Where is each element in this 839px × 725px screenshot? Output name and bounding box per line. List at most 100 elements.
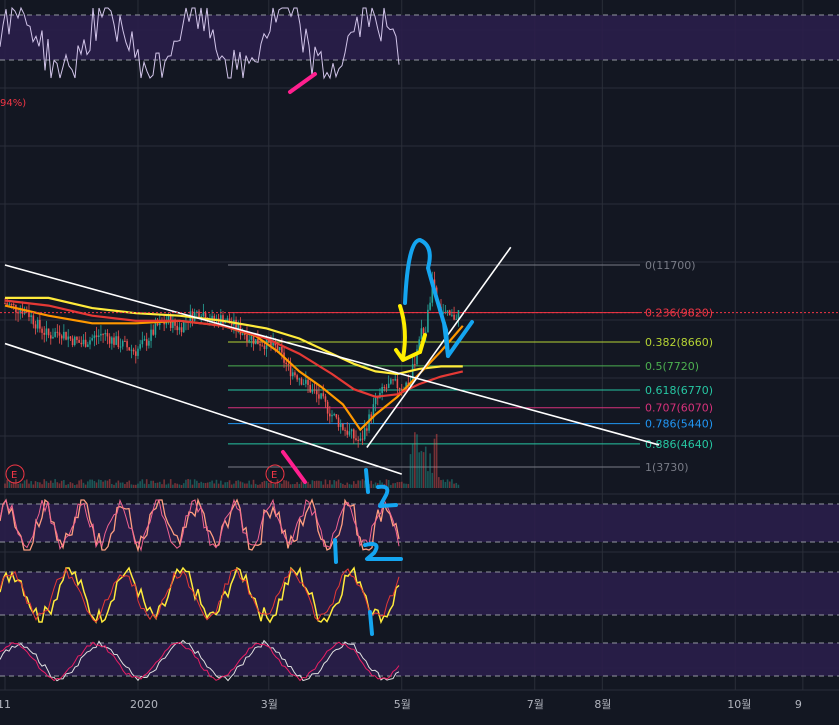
candle-body bbox=[113, 337, 115, 345]
volume-bar bbox=[353, 481, 355, 488]
candle-body bbox=[49, 335, 52, 339]
volume-bar bbox=[359, 480, 362, 488]
candle-body bbox=[324, 396, 327, 402]
volume-bar bbox=[128, 480, 131, 488]
volume-bar bbox=[335, 481, 338, 488]
volume-bar bbox=[392, 483, 394, 488]
candle-body bbox=[182, 321, 185, 333]
candle-body bbox=[167, 315, 170, 323]
candle-body bbox=[65, 331, 67, 340]
event-marker-1[interactable]: E bbox=[5, 464, 25, 484]
candle-body bbox=[446, 310, 449, 312]
volume-bar bbox=[348, 484, 351, 488]
blue-mark-1-top bbox=[364, 468, 370, 494]
volume-bar bbox=[115, 482, 117, 488]
oscillator-panel-1[interactable] bbox=[0, 497, 839, 553]
volume-bar bbox=[433, 438, 436, 488]
oscillator-panel-2[interactable] bbox=[0, 566, 839, 625]
volume-bar bbox=[291, 484, 294, 488]
volume-bar bbox=[444, 481, 447, 488]
candle-body bbox=[93, 335, 96, 339]
volume-bar bbox=[235, 480, 237, 488]
volume-bar bbox=[26, 479, 28, 488]
volume-bar bbox=[396, 482, 399, 488]
volume-bar bbox=[398, 482, 401, 488]
volume-bar bbox=[30, 481, 32, 488]
oscillator-panel-3[interactable] bbox=[0, 639, 839, 682]
candle-body bbox=[418, 339, 420, 350]
candle-body bbox=[263, 345, 266, 350]
volume-bar bbox=[58, 483, 61, 488]
candle-body bbox=[359, 438, 362, 441]
volume-bar bbox=[191, 484, 194, 488]
candle-body bbox=[431, 279, 434, 303]
volume-bar bbox=[67, 484, 70, 488]
candle-body bbox=[202, 312, 205, 317]
volume-bar bbox=[108, 479, 111, 488]
volume-bar bbox=[87, 481, 89, 488]
volume-bar bbox=[265, 481, 268, 488]
volume-bar bbox=[43, 479, 46, 488]
candle-body bbox=[132, 349, 135, 352]
candle-body bbox=[363, 428, 366, 440]
volume-bar bbox=[220, 480, 222, 488]
time-axis[interactable]: 11 2020 3월 5월 7월 8월 10월 9 bbox=[0, 698, 802, 711]
candle-body bbox=[84, 339, 87, 347]
candle-body bbox=[67, 336, 70, 340]
candle-body bbox=[63, 331, 65, 339]
volume-bar bbox=[182, 483, 185, 488]
volume-bar bbox=[28, 483, 30, 488]
candle-body bbox=[309, 384, 311, 393]
volume-bar bbox=[455, 482, 458, 488]
volume-bar bbox=[63, 480, 65, 488]
candle-body bbox=[333, 414, 335, 416]
candle-body bbox=[329, 413, 331, 417]
volume-bar bbox=[209, 481, 211, 488]
volume-bar bbox=[403, 483, 405, 488]
candle-body bbox=[326, 401, 329, 414]
volume-bar bbox=[78, 480, 80, 488]
volume-bar bbox=[217, 483, 220, 488]
candle-body bbox=[331, 414, 333, 417]
candle-body bbox=[442, 312, 444, 314]
candle-body bbox=[237, 324, 240, 330]
volume-bar bbox=[154, 482, 157, 488]
volume-bar bbox=[283, 480, 285, 488]
top-rsi-panel[interactable] bbox=[0, 6, 839, 80]
candle-body bbox=[230, 323, 233, 326]
volume-bar bbox=[130, 484, 133, 488]
candle-body bbox=[244, 333, 246, 335]
volume-bar bbox=[32, 484, 35, 488]
volume-bar bbox=[15, 479, 17, 488]
candle-body bbox=[100, 333, 102, 336]
candle-body bbox=[453, 314, 455, 320]
candle-body bbox=[178, 327, 181, 331]
candle-body bbox=[320, 393, 322, 399]
volume-bar bbox=[121, 482, 124, 488]
volume-bar bbox=[411, 444, 414, 488]
candle-body bbox=[47, 328, 50, 336]
volume-bar bbox=[84, 484, 87, 488]
volume-bar bbox=[163, 479, 165, 488]
candle-body bbox=[154, 323, 157, 335]
candle-body bbox=[108, 336, 111, 344]
fibonacci-retracement[interactable]: 0(11700) 0.236(9820) 0.382(8660) 0.5(7720) 0… bbox=[228, 259, 713, 474]
candle-body bbox=[6, 303, 8, 305]
volume-bar bbox=[145, 479, 148, 488]
candle-body bbox=[246, 334, 248, 342]
volume-bar bbox=[21, 483, 24, 488]
volume-bar bbox=[222, 484, 224, 488]
volume-bar bbox=[261, 482, 264, 488]
trendlines[interactable] bbox=[4, 246, 660, 475]
candle-body bbox=[276, 345, 279, 351]
top-rsi-line bbox=[0, 6, 400, 80]
candle-body bbox=[8, 303, 11, 305]
candle-body bbox=[420, 328, 423, 340]
volume-bar bbox=[143, 483, 146, 488]
volume-bar bbox=[204, 483, 207, 488]
volume-bar bbox=[420, 450, 423, 488]
volume-bar bbox=[49, 480, 52, 488]
candle-body bbox=[311, 389, 314, 393]
event-marker-2[interactable]: E bbox=[265, 464, 285, 484]
